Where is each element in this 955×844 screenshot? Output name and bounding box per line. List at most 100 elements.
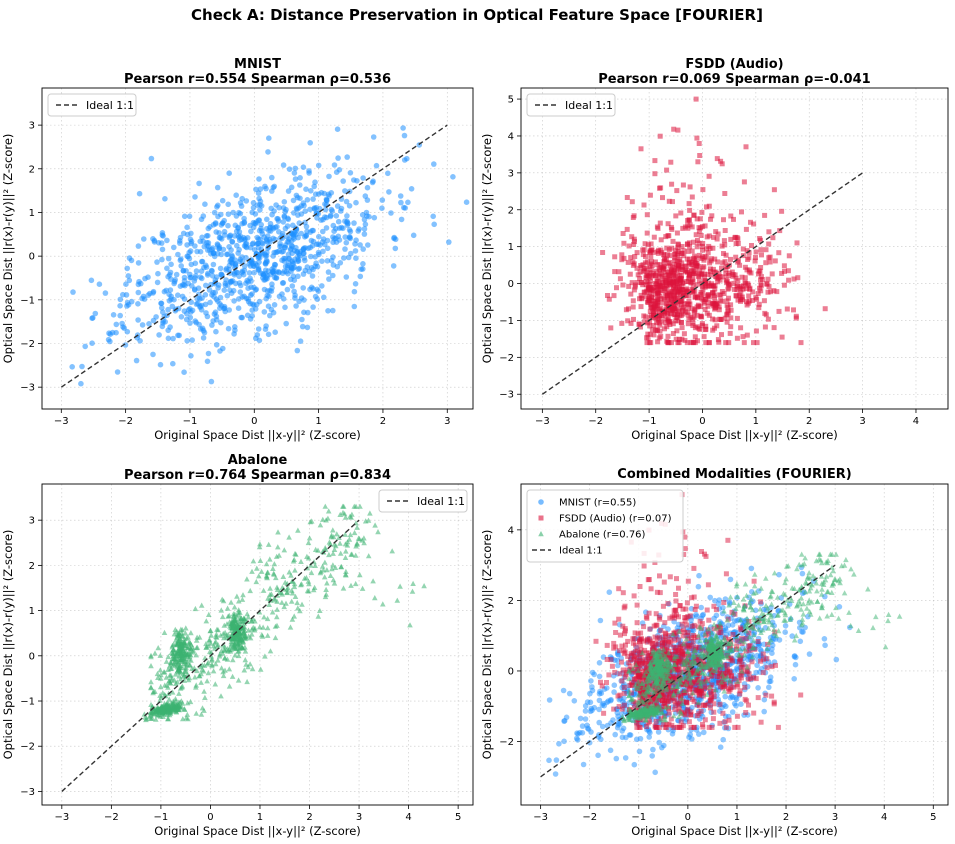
abalone-point-926 (291, 581, 298, 587)
combined-fsdd-point-727 (720, 685, 726, 691)
combined-fsdd-point-115 (710, 716, 716, 722)
combined-mnist-point-857 (733, 702, 739, 709)
mnist-point-528 (188, 353, 194, 359)
mnist-point-599 (302, 208, 309, 214)
fsdd-point-854 (606, 296, 612, 302)
fsdd-point-707 (786, 277, 792, 283)
abalone-point-900 (152, 688, 158, 694)
fsdd-point-726 (686, 240, 692, 246)
abalone-point-728 (237, 633, 243, 639)
abalone-point-975 (328, 532, 335, 538)
mnist-point-476 (167, 287, 174, 293)
abalone-point-693 (214, 626, 220, 632)
fsdd-point-996 (677, 267, 683, 273)
abalone-point-951 (213, 634, 220, 640)
mnist-point-164 (322, 206, 329, 213)
abalone-point-958 (166, 678, 172, 684)
abalone-subtitle: Pearson r=0.764 Spearman ρ=0.834 (124, 468, 391, 483)
mnist-point-566 (139, 322, 146, 328)
fsdd-point-927 (677, 273, 683, 278)
fsdd-point-187 (647, 309, 653, 315)
mnist-point-720 (294, 347, 301, 354)
abalone-point-797 (331, 580, 338, 586)
fsdd-point-934 (726, 273, 731, 278)
fsdd-point-488 (655, 339, 661, 345)
combined-fsdd-point-726 (673, 629, 679, 635)
fsdd-point-454 (707, 268, 713, 274)
combined-mnist-point-665 (766, 684, 772, 691)
mnist-point-285 (364, 184, 371, 191)
abalone-point-877 (241, 615, 247, 621)
mnist-point-119 (184, 224, 190, 231)
fsdd-point-721 (644, 266, 649, 272)
combined-fsdd-point-60 (617, 671, 623, 677)
abalone-point-993 (166, 696, 172, 702)
fsdd-point-804 (639, 280, 645, 285)
fsdd-point-377 (768, 289, 774, 295)
mnist-point-198 (223, 277, 229, 283)
combined-mnist-point-457 (733, 696, 740, 702)
fsdd-point-253 (619, 320, 625, 326)
mnist-point-481 (113, 329, 119, 336)
fsdd-point-379 (662, 326, 667, 332)
fsdd-point-839 (676, 280, 682, 286)
mnist-point-45 (405, 199, 411, 206)
fsdd-point-964 (745, 300, 751, 306)
mnist-point-900 (212, 289, 218, 296)
combined-mnist-point-749 (782, 629, 788, 635)
fsdd-point-849 (748, 219, 753, 225)
fsdd-point-544 (608, 325, 614, 331)
fsdd-point-593 (657, 185, 662, 191)
combined-fsdd-point-423 (634, 620, 640, 626)
abalone-point-676 (274, 606, 280, 612)
fsdd-point-370 (692, 334, 698, 340)
mnist-point-467 (346, 227, 353, 233)
combined-mnist-point-673 (698, 629, 704, 636)
abalone-point-866 (348, 551, 354, 557)
mnist-point-788 (184, 338, 190, 344)
combined-mnist-point-945 (582, 708, 589, 714)
mnist-point-568 (335, 155, 341, 161)
combined-mnist-point-659 (566, 690, 573, 697)
combined-fsdd-point-36 (616, 704, 622, 709)
abalone-point-569 (226, 683, 233, 689)
fsdd-point-482 (665, 221, 671, 227)
abalone-point-552 (286, 534, 292, 540)
fsdd-point-555 (767, 254, 773, 260)
mnist-point-918 (361, 231, 368, 237)
fsdd-point-805 (687, 301, 693, 307)
mnist-ytick-label: 1 (29, 208, 35, 219)
abalone-point-848 (330, 527, 336, 533)
fsdd-point-301 (629, 280, 635, 286)
mnist-point-844 (216, 244, 223, 250)
fsdd-point-813 (651, 323, 657, 328)
mnist-point-190 (170, 360, 176, 367)
combined-mnist-point-548 (720, 736, 726, 743)
fsdd-point-299 (657, 220, 663, 226)
mnist-point-863 (241, 219, 248, 225)
abalone-point-701 (315, 613, 322, 619)
combined-fsdd-point-695 (631, 593, 637, 599)
fsdd-point-654 (700, 187, 706, 193)
mnist-point-708 (265, 303, 272, 310)
combined-mnist-point-625 (712, 597, 718, 604)
mnist-point-254 (259, 241, 266, 247)
mnist-point-579 (269, 174, 275, 181)
abalone-point-584 (222, 629, 228, 635)
combined-mnist-point-642 (699, 612, 706, 619)
combined-fsdd-point-757 (686, 687, 692, 693)
fsdd-point-461 (728, 315, 734, 321)
combined-fsdd-point-116 (723, 571, 729, 577)
abalone-point-987 (322, 593, 329, 600)
abalone-point-623 (264, 570, 271, 576)
fsdd-point-201 (699, 296, 705, 302)
combined-fsdd-point-739 (641, 563, 647, 569)
fsdd-point-571 (771, 325, 777, 331)
mnist-ylabel: Optical Space Dist ||r(x)-r(y)||² (Z-sco… (1, 134, 15, 364)
mnist-point-901 (228, 278, 234, 285)
combined-fsdd-point-128 (706, 724, 712, 730)
abalone-point-573 (323, 586, 329, 592)
combined-fsdd-point-640 (647, 699, 653, 705)
abalone-point-615 (226, 612, 233, 618)
